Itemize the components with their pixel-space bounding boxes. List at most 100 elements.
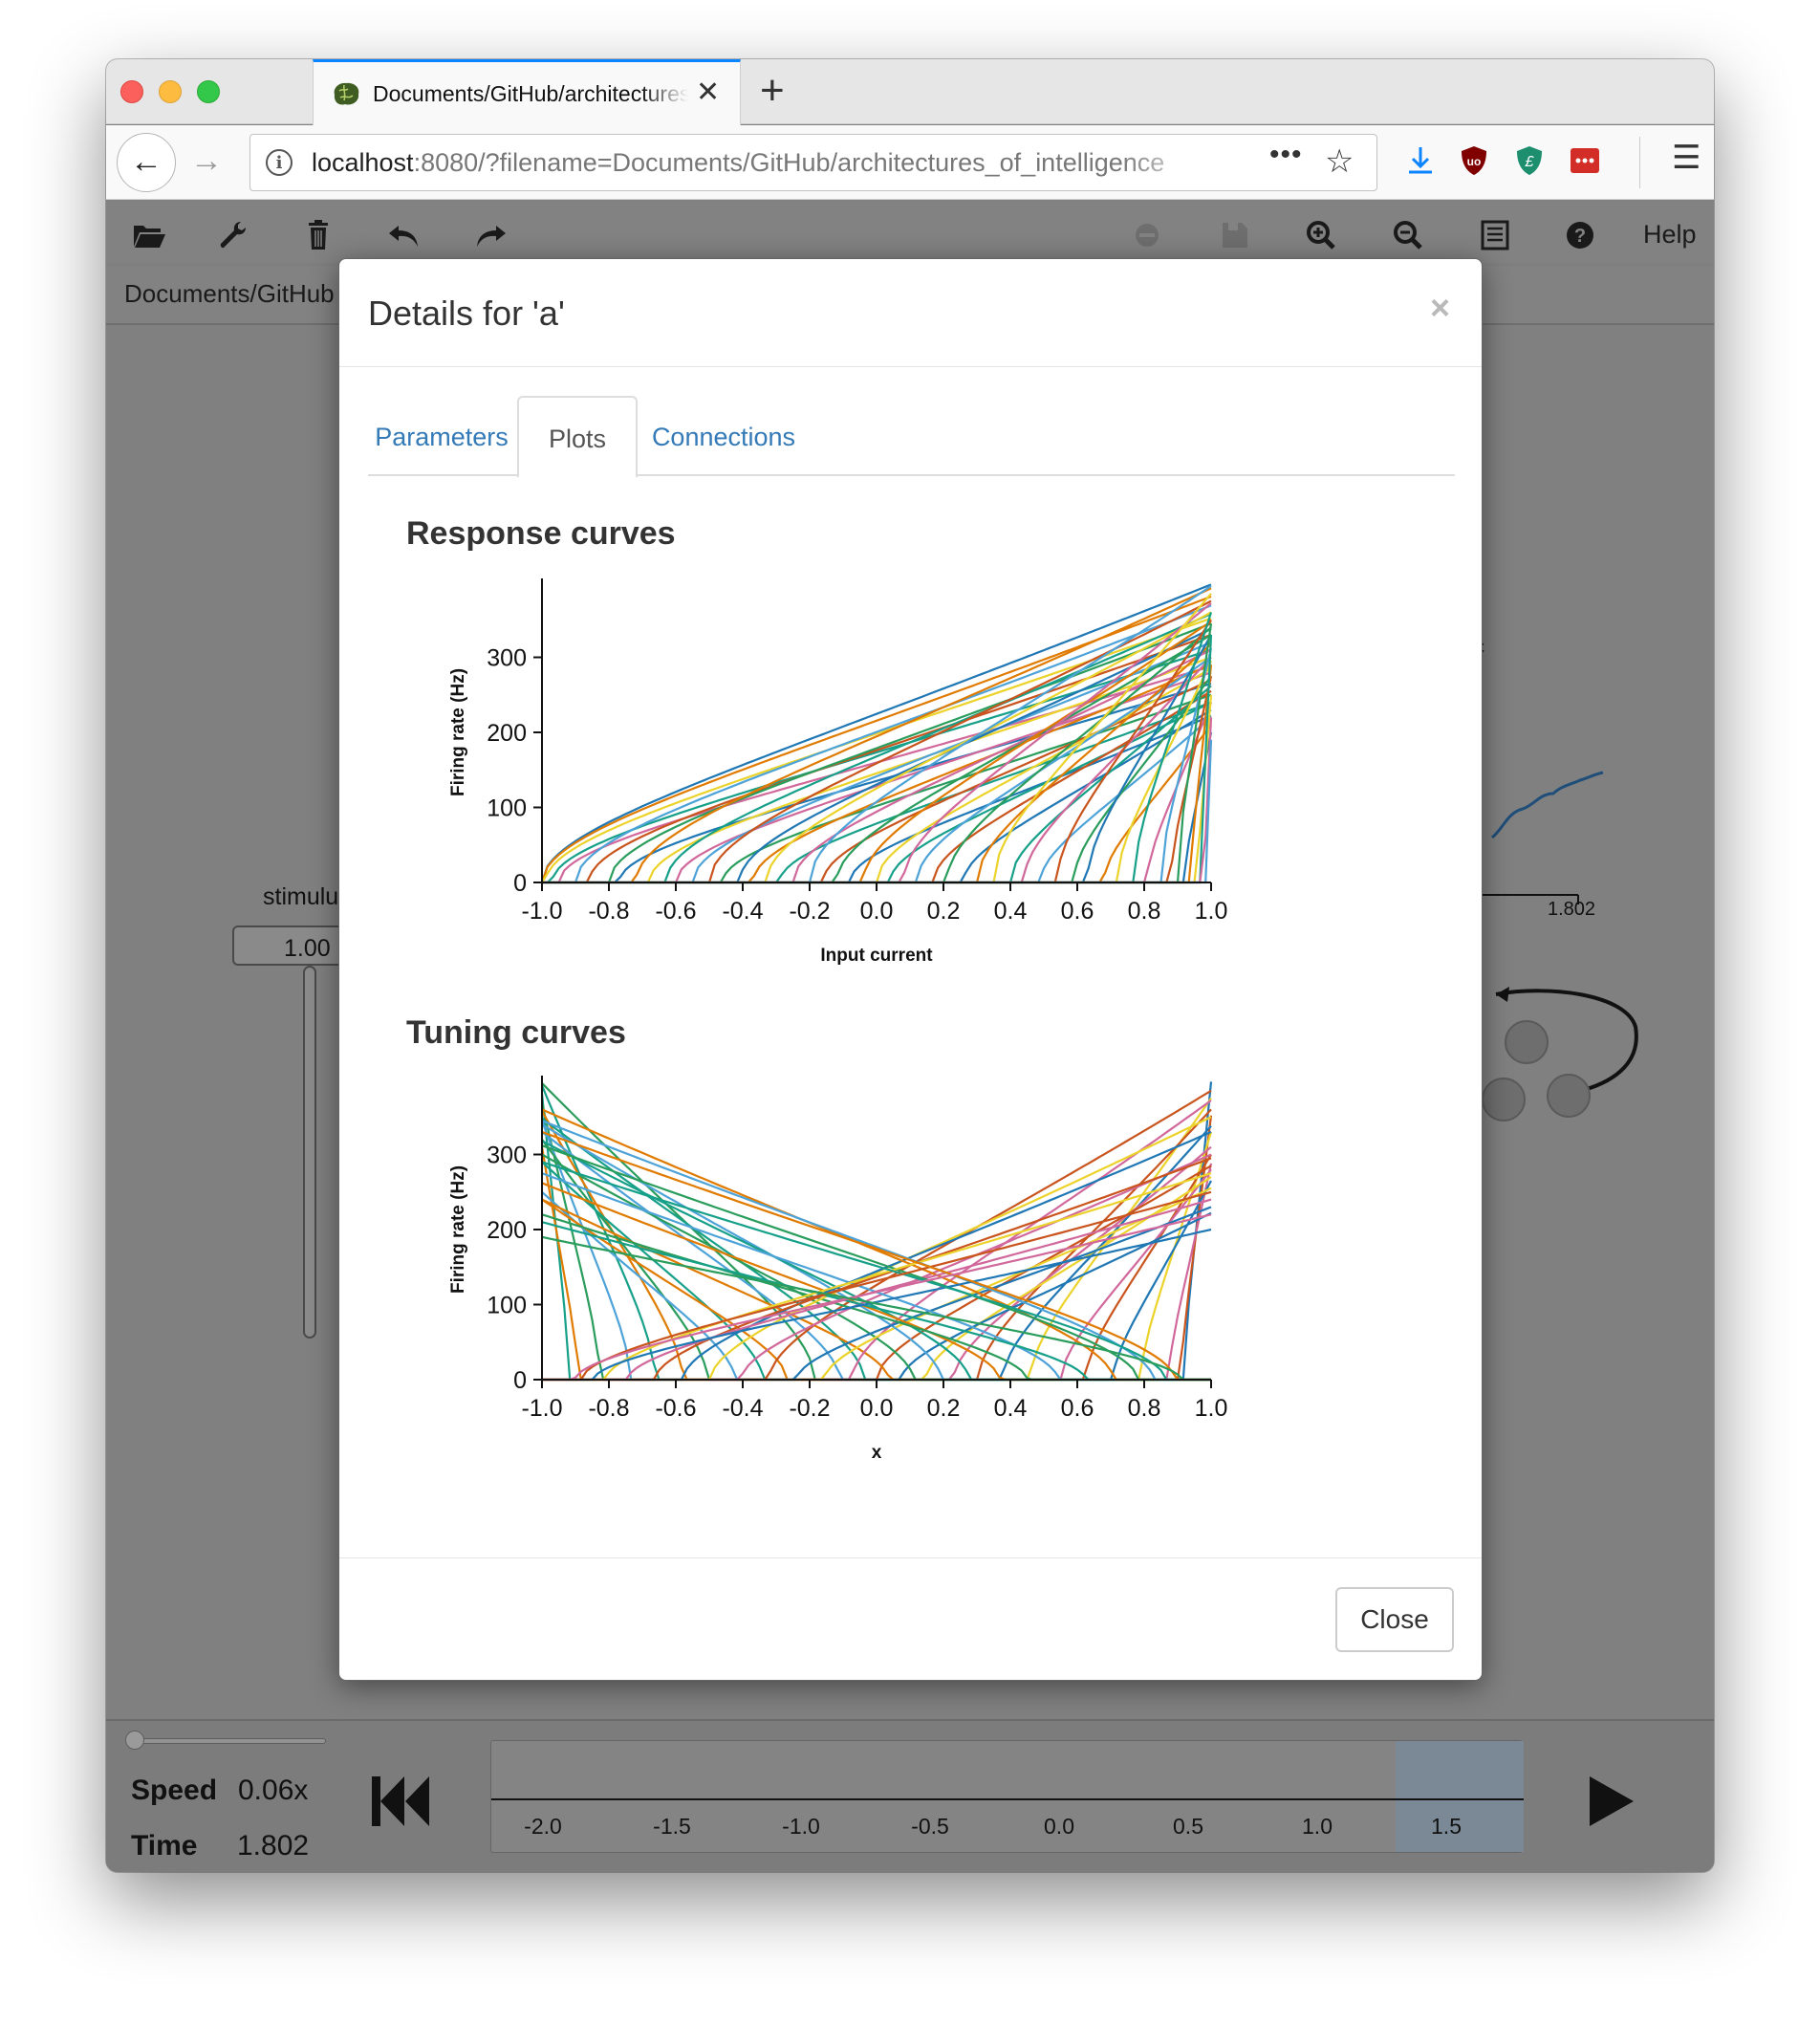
tuning-curve-line bbox=[541, 1140, 1211, 1382]
reset-rewind-icon[interactable] bbox=[370, 1775, 431, 1828]
timeline-tick-label: 1.0 bbox=[1302, 1814, 1332, 1839]
response-curve-line bbox=[542, 587, 1212, 884]
details-modal: Details for 'a' × Parameters Plots Conne… bbox=[338, 258, 1483, 1681]
tuning-curve-line bbox=[541, 1235, 1211, 1382]
x-tick-label: 1.0 bbox=[1195, 898, 1228, 925]
minimize-window-button[interactable] bbox=[159, 80, 182, 103]
back-button[interactable]: ← bbox=[117, 133, 176, 192]
tab-parameters[interactable]: Parameters bbox=[375, 423, 509, 451]
stimulus-slider-track[interactable] bbox=[303, 966, 316, 1339]
play-icon[interactable] bbox=[1588, 1775, 1636, 1828]
response-curve-line bbox=[542, 622, 1212, 884]
x-tick-label: -0.4 bbox=[722, 898, 763, 925]
y-tick-label: 100 bbox=[487, 795, 527, 822]
tuning-curves-title: Tuning curves bbox=[406, 1014, 626, 1051]
help-circle-icon[interactable]: ? bbox=[1563, 220, 1597, 250]
bookmark-star-icon[interactable]: ☆ bbox=[1325, 143, 1354, 180]
x-tick-label: -0.6 bbox=[655, 1395, 696, 1422]
ublock-shield-icon[interactable]: uo bbox=[1458, 144, 1490, 177]
y-axis-label: Firing rate (Hz) bbox=[448, 1165, 468, 1294]
y-tick-label: 0 bbox=[513, 870, 527, 897]
tuning-curves-chart: -1.0 -0.8 -0.6 -0.4 -0.2 0.0 0.2 0.4 0.6 0.8 1.0 0 1… bbox=[448, 1076, 1227, 1463]
tab-title: Documents/GitHub/architectures_of_intell… bbox=[373, 81, 688, 106]
y-tick-label: 0 bbox=[513, 1367, 527, 1394]
address-bar[interactable]: i localhost:8080/?filename=Documents/Git… bbox=[249, 134, 1377, 191]
tuning-curve-line bbox=[541, 1120, 1211, 1382]
x-tick-label: 0.2 bbox=[927, 898, 961, 925]
app-filename: Documents/GitHub bbox=[124, 279, 335, 308]
timeline-tick-label: 0.5 bbox=[1173, 1814, 1203, 1839]
y-tick-label: 200 bbox=[487, 1217, 527, 1244]
modal-close-x-icon[interactable]: × bbox=[1430, 288, 1451, 327]
hamburger-icon[interactable]: ☰ bbox=[1672, 140, 1701, 176]
x-tick-label: -0.2 bbox=[789, 898, 830, 925]
response-curves-title: Response curves bbox=[406, 515, 676, 552]
x-tick-label: 0.6 bbox=[1061, 1395, 1094, 1422]
modal-tabs: Parameters Plots Connections bbox=[368, 396, 1455, 478]
app-toolbar: ? Help bbox=[106, 201, 1714, 266]
url-text[interactable]: localhost:8080/?filename=Documents/GitHu… bbox=[312, 148, 1210, 178]
sync-disabled-icon bbox=[1136, 224, 1159, 247]
x-tick-label: 0.8 bbox=[1128, 1395, 1161, 1422]
privacy-badger-icon[interactable]: £ bbox=[1513, 144, 1546, 177]
y-tick-label: 300 bbox=[487, 645, 527, 672]
tab-close-icon[interactable]: ✕ bbox=[696, 76, 721, 108]
wrench-icon[interactable] bbox=[217, 220, 251, 250]
x-tick-label: 0.6 bbox=[1061, 898, 1094, 925]
redo-icon[interactable] bbox=[473, 220, 508, 250]
close-window-button[interactable] bbox=[120, 80, 143, 103]
tab-connections[interactable]: Connections bbox=[651, 423, 796, 451]
speed-slider[interactable] bbox=[127, 1738, 326, 1744]
new-tab-button[interactable]: + bbox=[760, 67, 785, 114]
console-list-icon[interactable] bbox=[1478, 220, 1512, 250]
y-tick-label: 200 bbox=[487, 720, 527, 747]
undo-icon[interactable] bbox=[387, 220, 422, 250]
response-curve-line bbox=[542, 593, 1212, 884]
x-tick-label: -0.4 bbox=[722, 1395, 763, 1422]
tuning-curve-line bbox=[542, 1172, 1212, 1382]
tuning-curve-line bbox=[542, 1081, 1213, 1382]
modal-title: Details for 'a' bbox=[368, 294, 565, 333]
timeline-tick-label: -0.5 bbox=[911, 1814, 949, 1839]
open-folder-icon[interactable] bbox=[132, 220, 166, 250]
tuning-curve-line bbox=[541, 1161, 1211, 1382]
response-curve-line bbox=[542, 682, 1212, 884]
tab-plots[interactable]: Plots bbox=[517, 396, 638, 478]
trash-icon[interactable] bbox=[301, 220, 336, 250]
zoom-in-icon[interactable] bbox=[1304, 220, 1338, 250]
x-tick-label: -0.8 bbox=[588, 898, 629, 925]
help-link[interactable]: Help bbox=[1643, 220, 1697, 249]
response-curve-line bbox=[542, 604, 1212, 884]
timeline[interactable]: -2.0 -1.5 -1.0 -0.5 0.0 0.5 1.0 1.5 bbox=[490, 1740, 1524, 1853]
browser-tab[interactable]: Documents/GitHub/architectures_of_intell… bbox=[313, 59, 741, 125]
svg-text:?: ? bbox=[1574, 226, 1586, 247]
tuning-curve-line bbox=[541, 1108, 1211, 1382]
time-label: Time bbox=[131, 1830, 198, 1862]
timeline-axis bbox=[491, 1798, 1524, 1800]
tuning-curve-line bbox=[541, 1144, 1211, 1382]
response-curve-line bbox=[542, 633, 1212, 884]
zoom-window-button[interactable] bbox=[197, 80, 220, 103]
lastpass-icon[interactable] bbox=[1569, 144, 1601, 177]
save-disabled-icon bbox=[1223, 223, 1247, 248]
simulation-controls: Speed 0.06x Time 1.802 -2.0 -1.5 -1.0 -0.5 0… bbox=[106, 1719, 1714, 1872]
x-tick-label: 0.2 bbox=[927, 1395, 961, 1422]
svg-text:uo: uo bbox=[1467, 155, 1482, 168]
brain-favicon-icon bbox=[334, 82, 359, 105]
site-info-icon[interactable]: i bbox=[266, 149, 292, 176]
page-actions-icon[interactable]: ••• bbox=[1269, 139, 1303, 170]
response-curve-line bbox=[542, 656, 1212, 884]
download-icon[interactable] bbox=[1404, 144, 1437, 177]
forward-button[interactable]: → bbox=[190, 142, 223, 179]
svg-text:£: £ bbox=[1525, 154, 1535, 170]
time-value: 1.802 bbox=[237, 1830, 310, 1862]
timeline-tick-label: 0.0 bbox=[1044, 1814, 1074, 1839]
speed-slider-knob[interactable] bbox=[125, 1731, 144, 1750]
timeline-current-window[interactable] bbox=[1396, 1741, 1524, 1852]
close-button[interactable]: Close bbox=[1335, 1587, 1454, 1652]
x-axis-label: Input current bbox=[820, 946, 933, 966]
stimulus-slider-value: 1.00 bbox=[284, 935, 331, 962]
x-tick-label: 0.8 bbox=[1128, 898, 1161, 925]
timeline-tick-label: 1.5 bbox=[1431, 1814, 1462, 1839]
zoom-out-icon[interactable] bbox=[1391, 220, 1425, 250]
